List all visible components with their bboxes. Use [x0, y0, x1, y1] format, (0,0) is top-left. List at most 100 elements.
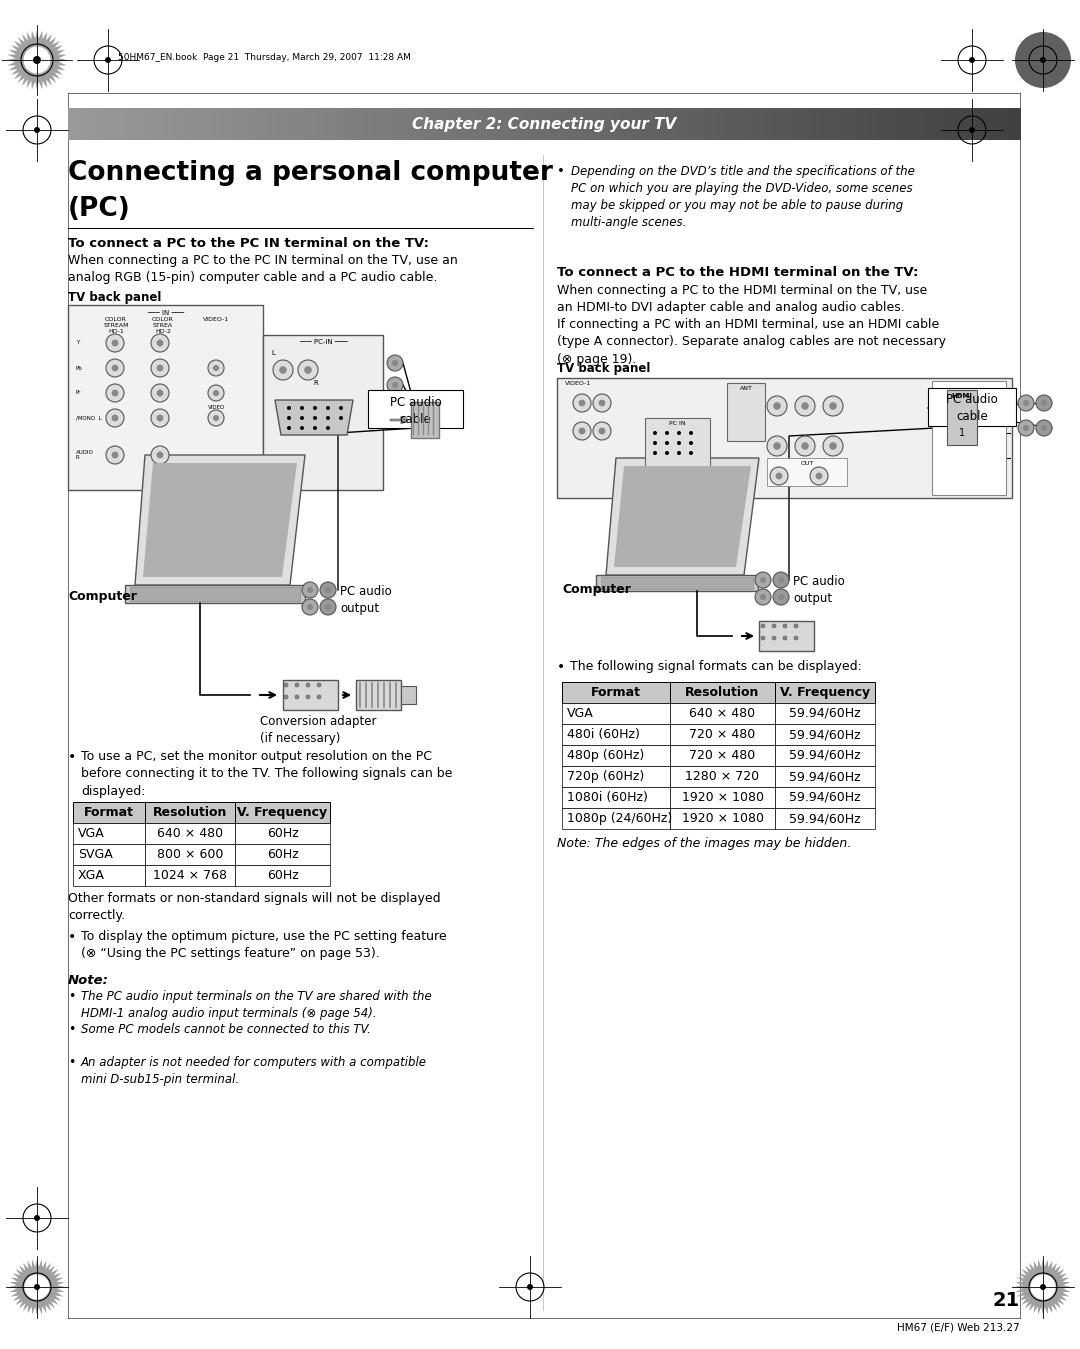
Bar	[368, 390, 463, 428]
Bar	[144, 108, 154, 140]
Bar	[782, 108, 793, 140]
Bar	[762, 108, 773, 140]
Bar	[775, 766, 875, 786]
Bar	[562, 703, 670, 724]
Bar	[268, 108, 279, 140]
Text: SVGA: SVGA	[78, 849, 112, 861]
Bar	[201, 108, 212, 140]
Circle shape	[815, 472, 823, 479]
Text: PC audio
cable: PC audio cable	[390, 397, 442, 426]
Circle shape	[677, 441, 681, 445]
Text: Y: Y	[76, 340, 79, 345]
Circle shape	[111, 364, 119, 371]
Circle shape	[387, 376, 403, 393]
Bar	[670, 808, 775, 830]
Bar	[932, 380, 1005, 495]
Circle shape	[111, 340, 119, 347]
Text: Format: Format	[84, 805, 134, 819]
Circle shape	[111, 390, 119, 397]
Circle shape	[1023, 399, 1029, 406]
Bar	[145, 803, 235, 823]
Circle shape	[33, 127, 40, 134]
Text: Conversion adapter
(if necessary): Conversion adapter (if necessary)	[260, 715, 377, 745]
Circle shape	[284, 683, 288, 687]
Text: When connecting a PC to the HDMI terminal on the TV, use
an HDMI-to DVI adapter : When connecting a PC to the HDMI termina…	[557, 285, 928, 314]
Circle shape	[287, 426, 291, 430]
Circle shape	[387, 355, 403, 371]
Circle shape	[665, 441, 669, 445]
Circle shape	[33, 1284, 40, 1290]
Bar	[670, 745, 775, 766]
Bar	[557, 378, 1012, 498]
Circle shape	[302, 599, 318, 615]
Bar	[630, 108, 640, 140]
Circle shape	[593, 422, 611, 440]
Circle shape	[157, 390, 163, 397]
Circle shape	[665, 451, 669, 455]
Text: To connect a PC to the HDMI terminal on the TV:: To connect a PC to the HDMI terminal on …	[557, 266, 918, 279]
Circle shape	[773, 402, 781, 410]
Bar	[220, 108, 231, 140]
Text: Format: Format	[591, 687, 642, 699]
Bar	[356, 680, 401, 710]
Circle shape	[653, 430, 657, 434]
Text: (PC): (PC)	[68, 196, 131, 223]
Circle shape	[775, 472, 782, 479]
Text: 640 × 480: 640 × 480	[157, 827, 224, 840]
Circle shape	[151, 335, 168, 352]
Bar	[645, 418, 710, 468]
Text: XGA: XGA	[78, 869, 105, 882]
Bar	[401, 687, 416, 704]
Circle shape	[106, 447, 124, 464]
Circle shape	[326, 406, 330, 410]
Bar	[562, 745, 670, 766]
Circle shape	[392, 382, 399, 389]
Circle shape	[33, 1215, 40, 1221]
Circle shape	[653, 441, 657, 445]
Bar	[687, 108, 698, 140]
Text: The following signal formats can be displayed:: The following signal formats can be disp…	[570, 660, 862, 673]
Circle shape	[579, 399, 585, 406]
Circle shape	[801, 402, 809, 410]
Bar	[667, 108, 678, 140]
Circle shape	[1030, 1275, 1055, 1299]
Bar	[335, 108, 346, 140]
Text: 1: 1	[959, 428, 966, 438]
Bar	[325, 108, 336, 140]
Bar	[382, 108, 393, 140]
Circle shape	[151, 447, 168, 464]
Text: V. Frequency: V. Frequency	[238, 805, 327, 819]
Text: •: •	[68, 1023, 76, 1036]
Circle shape	[598, 428, 606, 434]
Bar	[1011, 108, 1021, 140]
Text: Chapter 2: Connecting your TV: Chapter 2: Connecting your TV	[411, 116, 676, 131]
Text: 800 × 600: 800 × 600	[157, 849, 224, 861]
Bar	[670, 786, 775, 808]
Bar	[420, 108, 431, 140]
Bar	[235, 803, 330, 823]
Text: Other formats or non-standard signals will not be displayed
correctly.: Other formats or non-standard signals wi…	[68, 892, 441, 923]
Circle shape	[689, 430, 693, 434]
Bar	[73, 803, 145, 823]
Circle shape	[287, 406, 291, 410]
Circle shape	[969, 57, 975, 63]
Bar	[96, 108, 107, 140]
Bar	[515, 108, 526, 140]
Bar	[572, 108, 583, 140]
Bar	[725, 108, 735, 140]
Circle shape	[392, 360, 399, 366]
Polygon shape	[135, 455, 305, 585]
Text: COLOR
STREA
HD-2: COLOR STREA HD-2	[152, 317, 174, 333]
Text: /MONO  L: /MONO L	[76, 415, 102, 421]
Circle shape	[598, 399, 606, 406]
Bar	[411, 402, 438, 438]
Text: 640 × 480: 640 × 480	[689, 707, 756, 720]
Circle shape	[213, 366, 219, 371]
Circle shape	[1040, 57, 1047, 63]
Bar	[283, 680, 338, 710]
Text: TV back panel: TV back panel	[68, 291, 161, 304]
Circle shape	[300, 415, 303, 420]
Bar	[775, 745, 875, 766]
Bar	[497, 108, 507, 140]
Circle shape	[295, 683, 299, 687]
